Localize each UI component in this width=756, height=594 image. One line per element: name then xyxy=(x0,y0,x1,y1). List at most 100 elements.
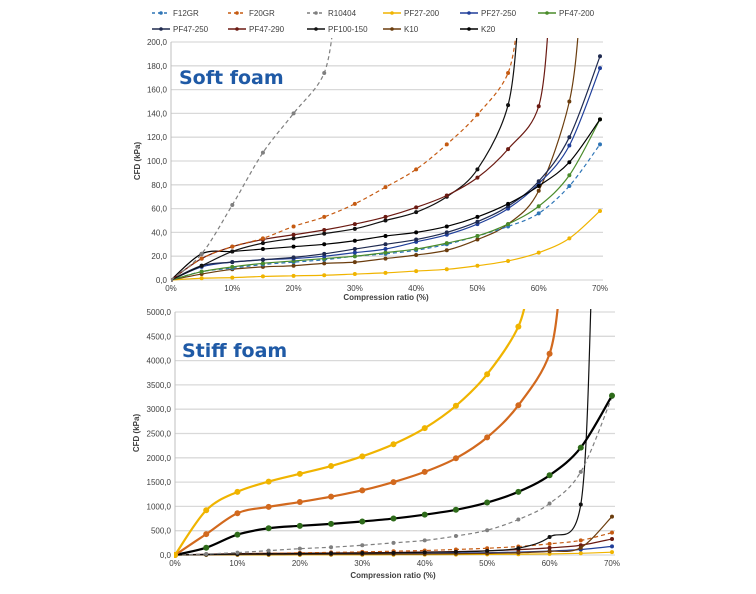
series-group xyxy=(171,38,602,282)
x-tick-label: 30% xyxy=(347,284,363,293)
data-point-series xyxy=(296,522,303,529)
series-line-series xyxy=(174,309,526,556)
y-tick-label: 1500,0 xyxy=(147,478,172,487)
data-point-pf47-290 xyxy=(322,228,327,233)
data-point-series xyxy=(578,551,583,556)
data-point-series xyxy=(360,543,365,548)
legend-marker xyxy=(235,11,239,15)
data-point-pf47-200 xyxy=(230,264,235,269)
data-point-series xyxy=(391,550,396,555)
legend-marker xyxy=(390,27,394,31)
data-point-f20gr xyxy=(506,70,511,75)
legend-label: F12GR xyxy=(173,9,199,18)
data-point-series xyxy=(452,506,459,513)
data-point-series xyxy=(266,551,271,556)
data-point-pf27-200 xyxy=(536,250,541,255)
data-point-pf27-250 xyxy=(598,66,602,71)
data-point-series xyxy=(359,487,366,494)
data-point-series xyxy=(485,548,490,553)
y-tick-label: 500,0 xyxy=(151,527,172,536)
data-point-series xyxy=(204,552,209,557)
data-point-r10404 xyxy=(199,251,204,256)
data-point-pf27-200 xyxy=(383,270,388,275)
legend-item-pf47-200: PF47-200 xyxy=(538,9,595,18)
y-tick-label: 2500,0 xyxy=(147,430,172,439)
data-point-f20gr xyxy=(291,224,296,229)
data-point-pf47-290 xyxy=(383,214,388,219)
y-tick-label: 180,0 xyxy=(147,62,168,71)
data-point-pf47-250 xyxy=(230,260,235,265)
data-point-series xyxy=(390,441,397,448)
data-point-series xyxy=(610,550,614,555)
x-tick-label: 10% xyxy=(229,559,245,568)
data-point-k20 xyxy=(291,244,296,249)
data-point-series xyxy=(484,434,491,441)
x-tick-label: 40% xyxy=(417,559,433,568)
legend-item-k20: K20 xyxy=(460,25,496,34)
data-point-pf47-200 xyxy=(383,250,388,255)
data-point-f20gr xyxy=(444,142,449,147)
y-tick-label: 5000,0 xyxy=(147,308,172,317)
legend: F12GR F20GR R10404 PF27-200 PF27-250 PF47-200… xyxy=(152,9,595,34)
data-point-k10 xyxy=(322,261,327,266)
legend-label: PF27-200 xyxy=(404,9,440,18)
x-tick-label: 50% xyxy=(479,559,495,568)
series-line-r10404 xyxy=(171,38,333,281)
data-point-series xyxy=(547,501,552,506)
y-tick-label: 2000,0 xyxy=(147,454,172,463)
data-point-series xyxy=(329,545,334,550)
data-point-series xyxy=(174,552,178,558)
data-point-series xyxy=(297,551,302,556)
legend-label: PF47-250 xyxy=(173,25,209,34)
data-point-k20 xyxy=(536,183,541,188)
data-point-pf47-200 xyxy=(414,247,419,252)
data-point-series xyxy=(485,528,490,533)
legend-label: R10404 xyxy=(328,9,357,18)
data-point-series xyxy=(421,425,428,432)
data-point-series xyxy=(391,540,396,545)
data-point-series xyxy=(453,549,458,554)
data-point-series xyxy=(203,544,210,551)
legend-label: F20GR xyxy=(249,9,275,18)
data-point-pf27-200 xyxy=(475,263,480,268)
legend-item-f20gr: F20GR xyxy=(228,9,275,18)
data-point-r10404 xyxy=(171,278,173,282)
y-tick-label: 0,0 xyxy=(160,551,172,560)
legend-item-k10: K10 xyxy=(383,25,419,34)
data-point-series xyxy=(265,503,272,510)
data-point-k10 xyxy=(536,188,541,193)
data-point-series xyxy=(484,499,491,506)
x-tick-label: 50% xyxy=(469,284,485,293)
legend-marker xyxy=(159,27,163,31)
x-tick-label: 70% xyxy=(592,284,608,293)
data-point-series xyxy=(265,525,272,532)
x-tick-label: 20% xyxy=(292,559,308,568)
data-point-pf47-250 xyxy=(444,230,449,235)
data-point-pf100-150 xyxy=(230,249,235,254)
data-point-r10404 xyxy=(230,203,235,208)
y-tick-label: 3000,0 xyxy=(147,405,172,414)
data-point-f20gr xyxy=(199,256,204,261)
y-tick-label: 200,0 xyxy=(147,38,168,47)
x-tick-label: 70% xyxy=(604,559,620,568)
data-point-pf47-290 xyxy=(414,205,419,210)
data-point-series xyxy=(578,545,583,550)
data-point-pf100-150 xyxy=(414,210,419,215)
data-point-pf47-200 xyxy=(567,173,572,178)
legend-label: K20 xyxy=(481,25,496,34)
soft-foam-x-label: Compression ratio (%) xyxy=(343,293,429,302)
legend-marker xyxy=(314,11,318,15)
series-group xyxy=(174,309,615,558)
data-point-r10404 xyxy=(260,150,265,155)
data-point-series xyxy=(578,469,583,474)
data-point-pf47-250 xyxy=(322,251,327,256)
data-point-series xyxy=(610,544,614,549)
x-tick-label: 40% xyxy=(408,284,424,293)
x-tick-label: 0% xyxy=(165,284,177,293)
data-point-pf47-290 xyxy=(352,222,357,227)
legend-item-pf27-250: PF27-250 xyxy=(460,9,517,18)
data-point-k20 xyxy=(567,160,572,165)
data-point-series xyxy=(515,402,522,409)
series-line-f12gr xyxy=(171,143,601,281)
data-point-pf47-200 xyxy=(352,254,357,259)
